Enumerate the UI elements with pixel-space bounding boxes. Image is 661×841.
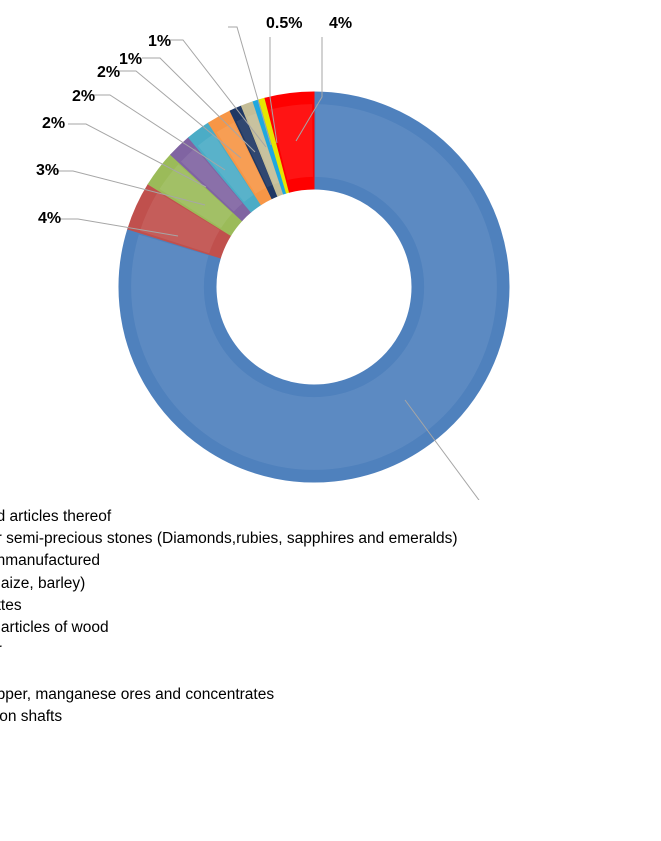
slice-highlight-6 bbox=[216, 122, 267, 195]
donut-slice-11 bbox=[264, 91, 315, 193]
data-label-4: 2% bbox=[42, 115, 65, 132]
legend-entry: Maize, barley) bbox=[0, 574, 86, 592]
data-label-5: 2% bbox=[72, 88, 95, 105]
legend-entry: opper, manganese ores and concentrates bbox=[0, 685, 275, 703]
legend-entry bbox=[0, 661, 458, 683]
leader-line-2 bbox=[60, 218, 179, 237]
legend-entry: unmanufactured bbox=[0, 552, 101, 570]
legend-entry: ar bbox=[0, 639, 458, 661]
data-label-2: 4% bbox=[38, 210, 61, 227]
data-label-3: 3% bbox=[36, 162, 59, 179]
legend-entry: sion shafts bbox=[0, 707, 63, 725]
leader-line-11 bbox=[295, 37, 323, 142]
donut-slices bbox=[118, 91, 510, 483]
legend-entry: or semi-precious stones (Diamonds,rubies… bbox=[0, 530, 458, 548]
leader-line-6 bbox=[118, 70, 242, 159]
slice-highlight-5 bbox=[197, 134, 254, 203]
leader-line-10 bbox=[269, 37, 278, 144]
slice-highlight-11 bbox=[269, 104, 314, 181]
slice-highlight-3 bbox=[159, 164, 233, 229]
data-label-10: 0.5% bbox=[266, 15, 302, 32]
leader-line-4 bbox=[68, 123, 207, 188]
slice-highlight-2 bbox=[139, 192, 221, 255]
leader-line-9 bbox=[228, 26, 272, 146]
donut-chart: 79%4%3%2%2%2%1%1%0.5%4% bbox=[36, 15, 510, 500]
slice-highlight-4 bbox=[180, 148, 243, 212]
leader-line-1 bbox=[404, 399, 480, 500]
leader-lines bbox=[55, 26, 480, 500]
data-label-6: 2% bbox=[97, 64, 120, 81]
donut-slice-1 bbox=[118, 91, 510, 483]
data-labels: 79%4%3%2%2%2%1%1%0.5%4% bbox=[36, 15, 352, 227]
leader-line-8 bbox=[165, 39, 267, 148]
data-label-8: 1% bbox=[148, 33, 171, 50]
chart-legend: nd articles thereof or semi-precious ston… bbox=[0, 506, 458, 728]
data-label-11: 4% bbox=[329, 15, 352, 32]
legend-entry: d articles of wood bbox=[0, 618, 109, 636]
leader-line-3 bbox=[55, 170, 206, 206]
legend-entry: nd articles thereof bbox=[0, 508, 112, 525]
data-label-7: 1% bbox=[119, 51, 142, 68]
legend-entry: attes bbox=[0, 596, 22, 614]
leader-line-5 bbox=[92, 94, 226, 171]
leader-line-7 bbox=[142, 57, 256, 153]
slice-highlight-1 bbox=[131, 104, 497, 470]
slice-highlight-7 bbox=[236, 117, 273, 188]
slice-highlight-8 bbox=[247, 113, 280, 185]
